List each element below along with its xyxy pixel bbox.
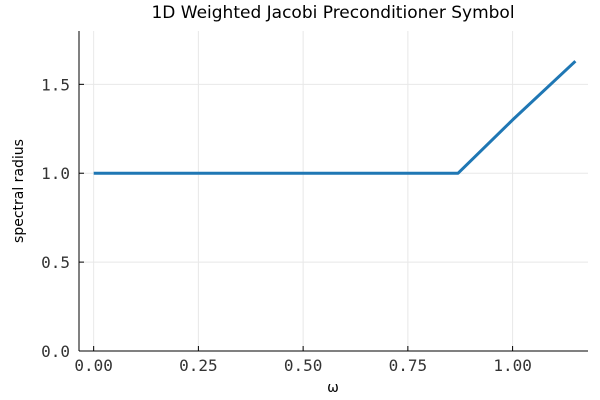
series-group: [93, 60, 577, 175]
x-tick-label: 0.00: [74, 356, 113, 375]
y-tick-label: 1.0: [41, 164, 70, 183]
x-tick-label: 1.00: [493, 356, 532, 375]
chart-title: 1D Weighted Jacobi Preconditioner Symbol: [151, 3, 514, 23]
y-tick-label: 0.5: [41, 253, 70, 272]
grid: [79, 31, 588, 352]
y-tick-label: 1.5: [41, 75, 70, 94]
series-line: [93, 60, 577, 175]
x-axis-label: ω: [327, 380, 339, 396]
x-tick-label: 0.25: [179, 356, 218, 375]
x-tick-label: 0.75: [389, 356, 428, 375]
ticks: 0.00 0.25 0.50 0.75 1.00 0.0 0.5 1.0 1.5: [41, 75, 532, 375]
y-axis-label: spectral radius: [11, 139, 27, 243]
x-tick-label: 0.50: [284, 356, 323, 375]
y-tick-label: 0.0: [41, 342, 70, 361]
